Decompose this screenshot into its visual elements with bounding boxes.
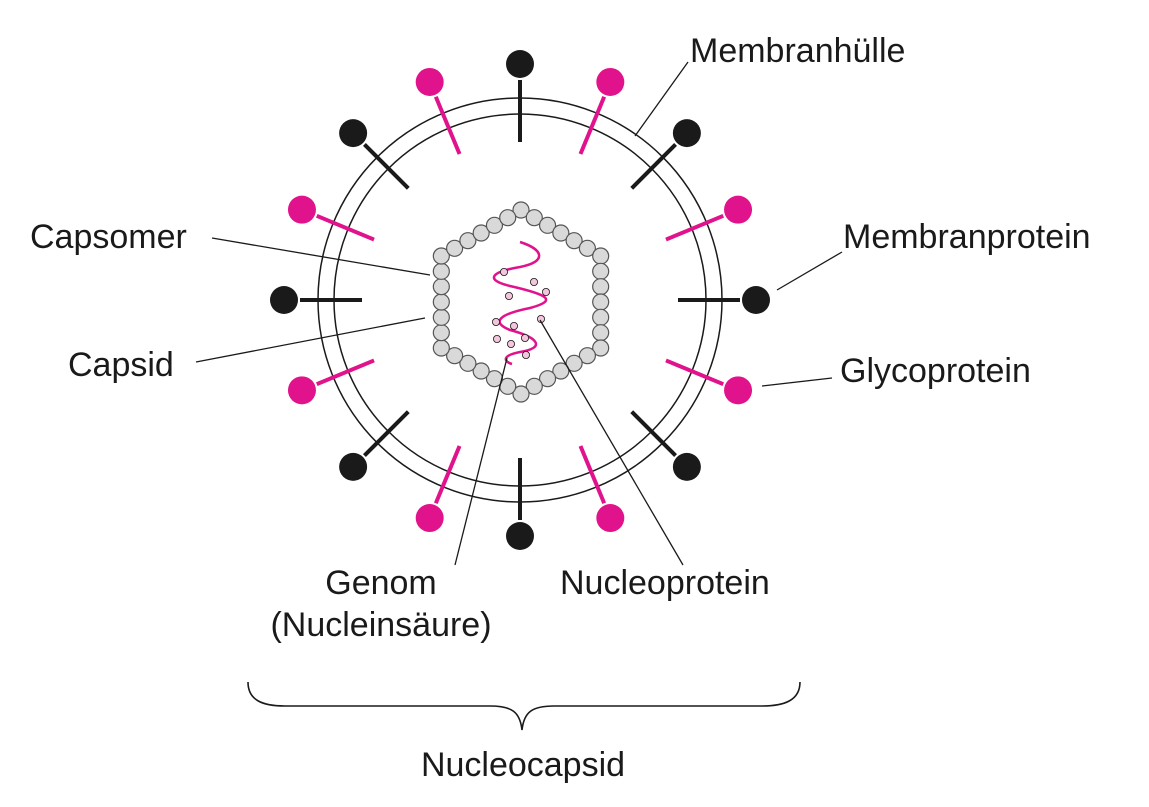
glycoprotein-head [416, 68, 444, 96]
genome-helix [494, 242, 546, 364]
membranprotein-head [673, 453, 701, 481]
leader-glycoprotein [762, 378, 832, 386]
nucleoprotein [493, 335, 500, 342]
membranprotein-stem [632, 144, 676, 188]
capsomer [593, 279, 609, 295]
glycoprotein-head [288, 376, 316, 404]
membranprotein-head [339, 453, 367, 481]
nucleoprotein [530, 278, 537, 285]
leader-membranprotein [777, 252, 842, 290]
capsid [433, 202, 608, 402]
glycoprotein-head [596, 68, 624, 96]
nucleoprotein [492, 318, 499, 325]
label-nucleinsaeure: (Nucleinsäure) [270, 606, 491, 644]
membranprotein-head [506, 50, 534, 78]
label-membranprotein: Membranprotein [843, 218, 1091, 256]
capsomer [593, 325, 609, 341]
capsomer [593, 248, 609, 264]
membranprotein-head [742, 286, 770, 314]
capsomer [433, 340, 449, 356]
capsomer [433, 325, 449, 341]
membranprotein-head [270, 286, 298, 314]
capsomer [593, 309, 609, 325]
membranprotein-head [506, 522, 534, 550]
membranprotein-stem [632, 412, 676, 456]
glycoprotein-head [724, 196, 752, 224]
membranprotein-stem [364, 144, 408, 188]
capsomer [433, 263, 449, 279]
nucleoprotein [522, 351, 529, 358]
glycoprotein-head [416, 504, 444, 532]
label-capsomer: Capsomer [30, 218, 187, 256]
nucleoprotein [500, 268, 507, 275]
capsomer [500, 210, 516, 226]
nucleoprotein [521, 334, 528, 341]
capsomer [433, 294, 449, 310]
label-genom: Genom [325, 564, 437, 602]
capsomer [433, 279, 449, 295]
label-glycoprotein: Glycoprotein [840, 352, 1031, 390]
leader-capsid [196, 318, 425, 362]
nucleoprotein [507, 340, 514, 347]
nucleocapsid-brace [248, 682, 800, 730]
membranprotein-head [339, 119, 367, 147]
envelope-spikes [270, 50, 770, 550]
nucleoprotein [510, 322, 517, 329]
nucleoprotein [542, 288, 549, 295]
membranprotein-stem [364, 412, 408, 456]
label-nucleocapsid: Nucleocapsid [421, 746, 625, 784]
label-capsid: Capsid [68, 346, 174, 384]
capsomer [593, 294, 609, 310]
nucleoprotein [505, 292, 512, 299]
capsomer [593, 263, 609, 279]
capsomer [433, 309, 449, 325]
membranprotein-head [673, 119, 701, 147]
leader-genom [455, 358, 507, 565]
label-membranhuelle: Membranhülle [690, 32, 905, 70]
glycoprotein-head [288, 196, 316, 224]
glycoprotein-head [596, 504, 624, 532]
label-nucleoprotein: Nucleoprotein [560, 564, 770, 602]
glycoprotein-head [724, 376, 752, 404]
